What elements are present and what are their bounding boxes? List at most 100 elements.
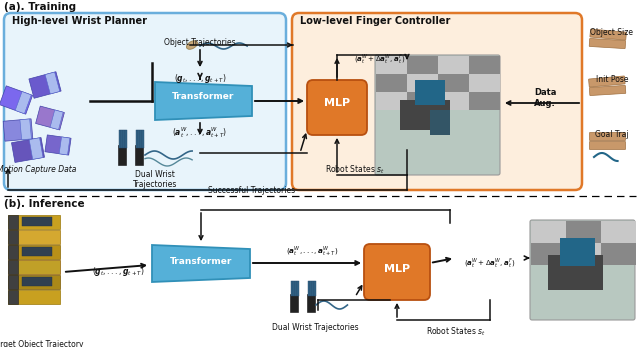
Bar (8, 275, 18, 289)
Text: $(\boldsymbol{a}_t^W + \Delta\boldsymbol{a}_t^W, \boldsymbol{a}_t^F)$: $(\boldsymbol{a}_t^W + \Delta\boldsymbol… (464, 256, 516, 270)
Bar (469, 92, 500, 110)
Bar (469, 56, 500, 74)
Bar (8, 260, 60, 274)
Bar (118, 145, 126, 165)
Bar (45, 72, 60, 94)
Bar (0, 86, 33, 114)
Bar (307, 294, 315, 312)
Bar (566, 221, 601, 243)
Bar (291, 281, 293, 296)
Text: Transformer: Transformer (172, 92, 234, 101)
Bar (560, 238, 595, 266)
Bar (123, 130, 125, 148)
Text: $(\boldsymbol{g}_t,...,\boldsymbol{g}_{t+T})$: $(\boldsymbol{g}_t,...,\boldsymbol{g}_{t… (92, 265, 144, 279)
Bar (50, 110, 63, 130)
Text: MLP: MLP (324, 98, 350, 108)
Text: Motion Capture Data: Motion Capture Data (0, 165, 77, 174)
Bar (293, 281, 295, 296)
FancyBboxPatch shape (590, 29, 627, 40)
Bar (376, 74, 407, 92)
Bar (125, 130, 127, 148)
Bar (376, 92, 407, 110)
Bar (400, 100, 450, 130)
Bar (140, 130, 142, 148)
Text: $(\boldsymbol{a}_t^W,...,\boldsymbol{a}_{t+T}^W)$: $(\boldsymbol{a}_t^W,...,\boldsymbol{a}_… (173, 125, 227, 140)
Text: MLP: MLP (384, 264, 410, 274)
FancyBboxPatch shape (364, 244, 430, 300)
Text: (a). Training: (a). Training (4, 2, 76, 12)
Text: $(\boldsymbol{g}_t,...,\boldsymbol{g}_{t+T})$: $(\boldsymbol{g}_t,...,\boldsymbol{g}_{t… (174, 72, 226, 85)
Bar (8, 215, 18, 229)
Bar (29, 138, 43, 159)
Bar (407, 56, 438, 74)
Bar (8, 230, 60, 244)
Ellipse shape (186, 41, 198, 49)
Text: Data
Aug.: Data Aug. (534, 88, 556, 108)
FancyBboxPatch shape (292, 13, 582, 190)
Bar (45, 135, 71, 155)
Text: Goal Traj: Goal Traj (595, 130, 629, 139)
Bar (290, 294, 298, 312)
Bar (8, 245, 18, 259)
Bar (8, 290, 18, 304)
Bar (308, 281, 310, 296)
Text: Transformer: Transformer (170, 256, 232, 265)
Polygon shape (152, 245, 250, 282)
Bar (29, 72, 61, 98)
Text: Robot States $s_t$: Robot States $s_t$ (426, 325, 486, 338)
Bar (59, 137, 70, 155)
Bar (310, 281, 312, 296)
Bar (15, 92, 31, 114)
FancyBboxPatch shape (589, 76, 625, 87)
Bar (8, 245, 60, 259)
Text: Object Size: Object Size (591, 28, 634, 37)
Bar (8, 275, 60, 289)
Bar (119, 130, 121, 148)
FancyBboxPatch shape (589, 142, 625, 150)
Bar (438, 92, 469, 110)
Bar (407, 92, 438, 110)
FancyBboxPatch shape (307, 80, 367, 135)
Bar (295, 281, 297, 296)
Bar (138, 130, 140, 148)
Text: Target Object Trajectory: Target Object Trajectory (0, 340, 84, 347)
Text: $(\boldsymbol{a}_t^W + \Delta\boldsymbol{a}_t^W, \boldsymbol{a}_t^F)$: $(\boldsymbol{a}_t^W + \Delta\boldsymbol… (355, 52, 406, 66)
Bar (430, 110, 450, 135)
Polygon shape (155, 82, 252, 120)
FancyBboxPatch shape (589, 133, 625, 141)
Text: $(\boldsymbol{a}_t^W,...,\boldsymbol{a}_{t+T}^W)$: $(\boldsymbol{a}_t^W,...,\boldsymbol{a}_… (286, 244, 338, 257)
Bar (469, 74, 500, 92)
FancyBboxPatch shape (589, 85, 626, 95)
Bar (8, 290, 60, 304)
Bar (601, 243, 636, 265)
Text: Successful Trajectories: Successful Trajectories (209, 186, 296, 195)
FancyBboxPatch shape (530, 220, 635, 320)
Bar (8, 215, 60, 229)
Bar (121, 130, 123, 148)
Bar (142, 130, 144, 148)
Bar (135, 145, 143, 165)
Bar (601, 221, 636, 243)
Bar (566, 243, 601, 265)
Bar (376, 56, 407, 74)
Bar (531, 243, 566, 265)
Bar (3, 119, 33, 141)
Bar (136, 130, 138, 148)
Bar (22, 217, 52, 226)
FancyBboxPatch shape (375, 55, 500, 175)
Bar (8, 230, 18, 244)
FancyBboxPatch shape (4, 13, 286, 190)
Bar (12, 137, 45, 162)
Text: Robot States $s_t$: Robot States $s_t$ (325, 163, 385, 176)
Bar (22, 277, 52, 286)
Bar (297, 281, 299, 296)
Bar (312, 281, 314, 296)
Text: Init Pose: Init Pose (596, 75, 628, 84)
Bar (531, 221, 566, 243)
Bar (438, 56, 469, 74)
Text: Dual Wrist
Trajectories: Dual Wrist Trajectories (133, 170, 177, 189)
Bar (407, 74, 438, 92)
Bar (438, 74, 469, 92)
Text: Dual Wrist Trajectories: Dual Wrist Trajectories (272, 323, 358, 332)
Bar (415, 80, 445, 105)
